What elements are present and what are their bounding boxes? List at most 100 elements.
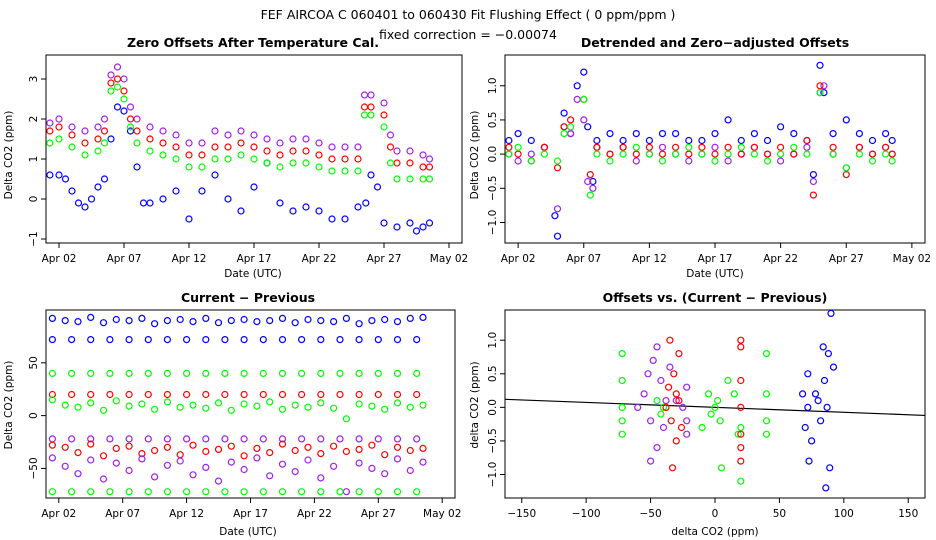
x-tick-label: Apr 17	[233, 508, 268, 520]
data-point-blue	[276, 199, 284, 207]
data-point-blue-low	[278, 336, 287, 344]
data-point-red	[393, 159, 401, 167]
data-point-blue-high	[227, 317, 235, 325]
data-point-blue	[827, 309, 835, 317]
data-point-blue	[425, 219, 434, 227]
x-tick-label: Apr 07	[566, 253, 601, 265]
data-point-green	[126, 123, 135, 131]
data-point-green-mid	[381, 405, 389, 413]
data-point-green	[172, 155, 180, 163]
x-tick-label: Apr 17	[698, 253, 733, 265]
data-point-green-40	[106, 369, 114, 377]
data-point-red-20	[240, 390, 248, 399]
data-point-red	[816, 82, 824, 90]
data-point-green-40	[87, 369, 95, 377]
x-tick-label: Apr 12	[172, 253, 207, 265]
data-point-green	[360, 111, 369, 119]
data-point-blue	[237, 207, 245, 215]
data-point-green-40	[144, 369, 152, 377]
data-point-purple-low	[214, 477, 223, 485]
data-point-red-20	[336, 390, 344, 399]
data-point-blue-low	[67, 336, 76, 344]
x-tick-label: May 02	[893, 253, 931, 265]
data-point-green	[341, 167, 349, 175]
data-point-red-low	[330, 442, 338, 450]
x-axis-label: Date (UTC)	[224, 268, 281, 280]
data-point-blue-high	[202, 314, 210, 322]
data-point-red-low	[227, 442, 235, 450]
data-point-green	[737, 477, 745, 485]
data-point-blue	[711, 130, 719, 138]
data-point-purple-low	[342, 488, 350, 496]
data-point-blue	[419, 223, 427, 231]
data-point-blue	[133, 163, 141, 171]
data-point-green	[737, 423, 745, 432]
data-point-red-low	[419, 444, 427, 452]
data-point-green	[46, 139, 54, 147]
data-point-red	[302, 147, 310, 155]
data-point-red-low	[278, 440, 287, 448]
y-tick-label: −0.5	[487, 176, 499, 202]
data-point-blue	[250, 183, 258, 191]
data-point-blue	[820, 88, 828, 97]
data-point-purple	[120, 75, 128, 83]
data-point-purple-low	[99, 475, 108, 483]
data-point-red	[172, 143, 180, 151]
data-point-red	[386, 143, 395, 151]
data-point-purple	[553, 205, 562, 213]
data-point-purple	[419, 151, 427, 159]
data-point-blue	[801, 423, 809, 432]
data-point-purple	[657, 376, 665, 385]
data-point-green-40	[48, 369, 57, 377]
data-point-blue	[822, 484, 830, 492]
data-point-green	[315, 163, 323, 171]
data-point-green	[133, 139, 141, 147]
data-point-green-low	[374, 488, 382, 496]
data-point-blue	[573, 82, 581, 90]
data-point-red-low	[406, 446, 414, 455]
data-point-purple	[646, 417, 655, 425]
data-point-purple	[527, 150, 535, 158]
data-point-blue	[560, 109, 568, 117]
data-point-red	[737, 150, 745, 158]
data-point-blue	[842, 116, 850, 124]
data-point-green	[159, 151, 167, 159]
data-point-green	[224, 155, 232, 163]
data-point-purple-low	[240, 465, 248, 474]
data-point-red	[55, 123, 63, 131]
y-tick-label: 0.5	[487, 112, 499, 129]
data-point-blue-low	[221, 336, 229, 344]
figure-title: FEF AIRCOA C 060401 to 060430 Fit Flushi…	[261, 7, 676, 22]
data-point-green	[803, 150, 811, 158]
data-point-red	[829, 143, 837, 151]
y-tick-label: 0.0	[487, 146, 499, 163]
data-point-green	[553, 157, 562, 165]
data-point-green-mid	[48, 396, 57, 404]
data-point-blue	[804, 370, 812, 378]
data-point-green	[120, 95, 128, 103]
data-point-red	[107, 79, 115, 87]
data-point-purple-high	[240, 435, 248, 443]
data-point-red-low	[189, 441, 197, 449]
data-point-green	[146, 147, 154, 155]
data-point-purple-low	[176, 457, 184, 465]
data-point-green	[685, 143, 693, 151]
data-point-green	[776, 150, 785, 158]
data-point-red-20	[163, 390, 171, 399]
data-point-red-low	[61, 443, 69, 451]
data-point-red	[354, 155, 362, 163]
data-point-red	[664, 383, 673, 391]
data-point-red	[670, 370, 678, 378]
data-point-blue-low	[413, 336, 421, 344]
x-tick-label: Apr 07	[107, 253, 142, 265]
data-point-purple	[634, 403, 642, 411]
data-point-red	[425, 163, 434, 171]
data-point-green-low	[183, 488, 191, 496]
data-point-blue	[805, 457, 813, 465]
data-point-green	[717, 464, 726, 472]
data-point-purple-high	[393, 435, 402, 443]
data-point-green	[711, 403, 719, 411]
data-point-green	[657, 410, 665, 418]
data-point-green	[724, 376, 732, 385]
data-point-red	[120, 87, 128, 95]
